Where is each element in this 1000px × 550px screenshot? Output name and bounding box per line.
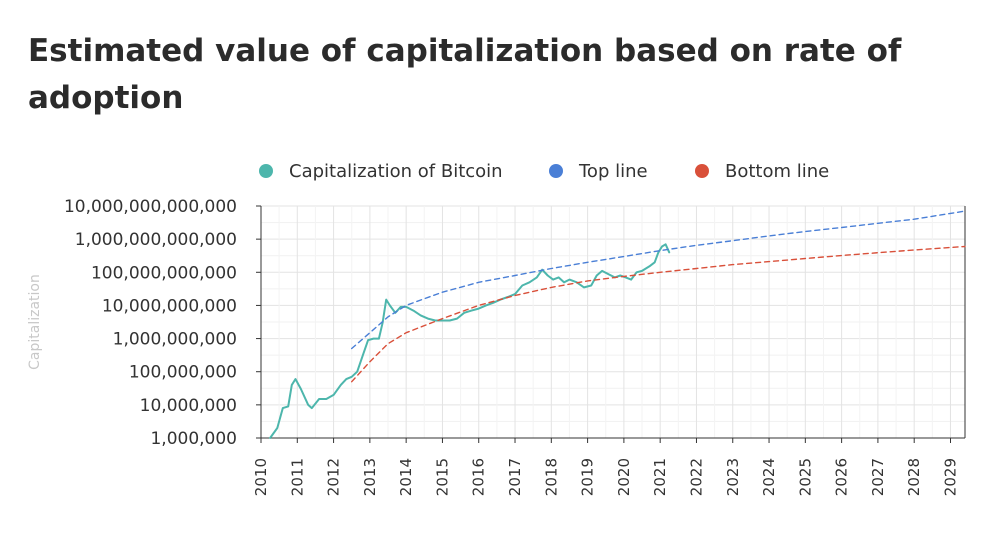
x-tick-label: 2012 (325, 458, 343, 496)
x-tick-label: 2026 (833, 458, 851, 496)
x-tick-label: 2015 (433, 458, 451, 496)
x-tick-label: 2019 (579, 458, 597, 496)
legend: Capitalization of Bitcoin Top line Bottom … (259, 161, 829, 182)
y-tick-label: 1,000,000,000,000 (75, 230, 237, 250)
legend-marker-capitalization-of-bitcoin (259, 164, 273, 178)
x-tick-label: 2027 (869, 458, 887, 496)
x-tick-label: 2023 (724, 458, 742, 496)
y-tick-label: 10,000,000 (140, 396, 237, 416)
x-tick-label: 2018 (542, 458, 560, 496)
y-tick-label: 100,000,000,000 (91, 263, 237, 283)
x-tick-label: 2025 (796, 458, 814, 496)
grid (260, 205, 965, 439)
chart-title: Estimated value of capitalization based … (28, 33, 902, 116)
x-tick-label: 2016 (470, 458, 488, 496)
x-tick-label: 2014 (397, 458, 415, 496)
series-line-top-line (351, 210, 966, 350)
y-tick-label: 1,000,000,000 (113, 330, 237, 350)
y-tick-label: 100,000,000 (129, 363, 237, 383)
y-axis-label: Capitalization (27, 274, 43, 370)
axes: 1,000,000 10,000,000 100,000,000 1,000,000,… (64, 197, 966, 496)
x-tick-label: 2028 (905, 458, 923, 496)
legend-label-top-line: Top line (578, 161, 648, 182)
x-tick-label: 2017 (506, 458, 524, 496)
y-tick-label: 10,000,000,000,000 (64, 197, 237, 217)
x-tick-label: 2010 (252, 458, 270, 496)
series-line-capitalization-of-bitcoin (269, 243, 671, 439)
x-tick-label: 2013 (361, 458, 379, 496)
legend-label-capitalization-of-bitcoin: Capitalization of Bitcoin (289, 161, 503, 182)
series-line-bottom-line (351, 245, 966, 383)
legend-label-bottom-line: Bottom line (725, 161, 829, 182)
y-tick-label: 10,000,000,000 (102, 296, 237, 316)
x-tick-label: 2022 (687, 458, 705, 496)
x-tick-label: 2011 (288, 458, 306, 496)
x-tick-label: 2021 (651, 458, 669, 496)
x-tick-label: 2029 (941, 458, 959, 496)
x-tick-label: 2020 (615, 458, 633, 496)
legend-marker-top-line (549, 164, 563, 178)
y-tick-label: 1,000,000 (150, 429, 237, 449)
x-tick-label: 2024 (760, 458, 778, 496)
legend-marker-bottom-line (695, 164, 709, 178)
series-group (269, 210, 966, 439)
